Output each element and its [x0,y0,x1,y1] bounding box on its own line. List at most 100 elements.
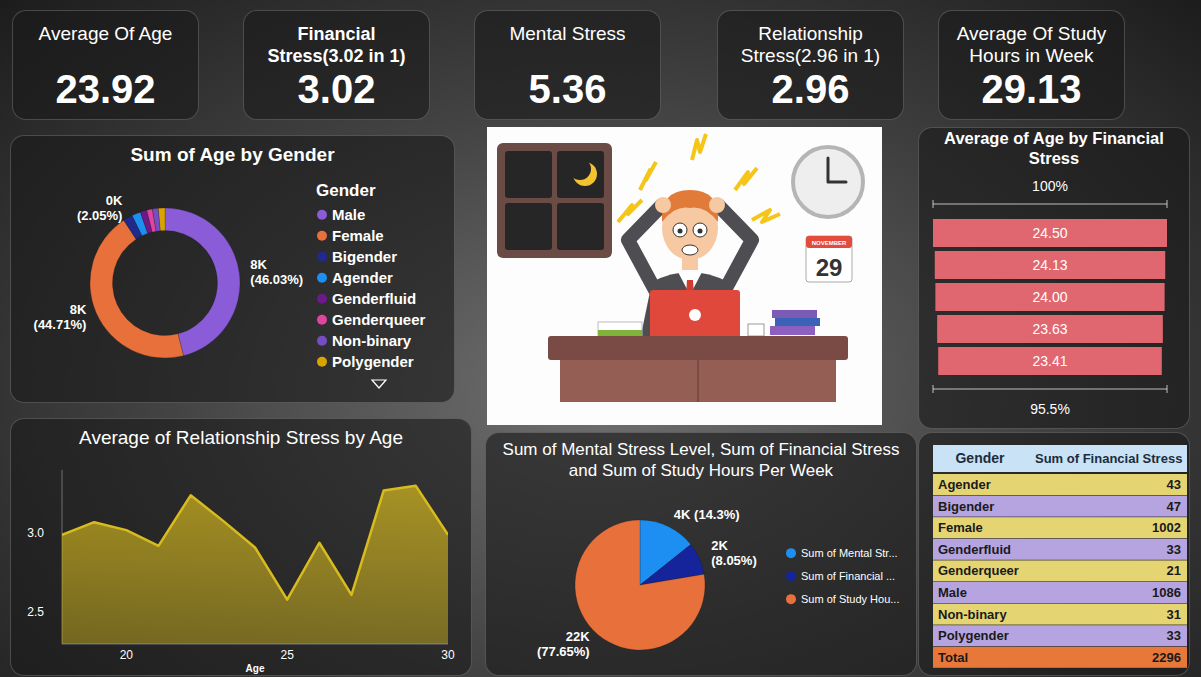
funnel-bar [937,315,1163,343]
stress-bolt [735,168,757,190]
legend-swatch [317,210,327,220]
legend-swatch [317,231,327,241]
label-line: (8.05%) [711,553,757,568]
plot-area [62,486,448,644]
kpi-value: 2.96 [772,67,850,111]
pupil [678,229,683,234]
table-cell: 2296 [1152,650,1181,665]
area-line [62,486,448,600]
desk-split [697,360,699,402]
legend-swatch [317,294,327,304]
legend-label: Polygender [332,353,414,370]
book [775,318,820,326]
label-line: (2.05%) [77,208,123,223]
stress-bolt [692,134,706,160]
moon-shadow [569,158,591,180]
stress-bolt [640,162,656,190]
legend-label: Sum of Financial ... [801,570,895,582]
data-label: 24.13 [1032,257,1067,273]
hand [655,197,671,213]
table-cell: Polygender [938,628,1009,643]
table-row [933,604,1187,625]
legend-swatch [317,315,327,325]
chart-title: Average of Relationship Stress by Age [10,426,472,450]
column-header: Sum of Financial Stress [1035,451,1182,466]
table-cell: Total [938,650,968,665]
funnel-bar [933,219,1167,247]
chart-title: Sum of Age by Gender [10,143,455,167]
papers [598,322,642,336]
legend-label: Sum of Study Hou... [801,593,899,605]
tick-label: 2.5 [27,605,44,619]
funnel-bar [935,283,1164,311]
legend-label: Female [332,227,384,244]
calendar-top [806,236,852,248]
funnel-guide [933,200,1167,393]
kpi-value: 3.02 [298,67,376,111]
label-line: 8K [250,257,267,272]
kpi-card: Financial Stress(3.02 in 1)3.02 [243,10,430,120]
table-cell: 43 [1167,477,1181,492]
legend-label: Genderqueer [332,311,426,328]
table-cell: 1086 [1152,585,1181,600]
data-label: 4K (14.3%) [674,507,740,522]
tick-label: 3.0 [27,526,44,540]
legend-label: Male [332,206,365,223]
table-row [933,496,1187,517]
label-line: (77.65%) [537,644,590,659]
table-row [933,560,1187,581]
window-pane [505,203,552,250]
label-line: (46.03%) [250,272,303,287]
label-line: 8K [70,302,87,317]
funnel-bar [938,347,1162,375]
table-cell: Agender [938,477,991,492]
axis-label: Age [246,663,265,674]
kpi-title: Financial Stress(3.02 in 1) [252,23,421,67]
data-label: 8K(44.71%) [34,302,87,332]
legend-swatch [317,336,327,346]
data-label: 24.50 [1032,225,1067,241]
table-cell: Genderfluid [938,542,1011,557]
data-label: 23.41 [1032,353,1067,369]
table-cell: Female [938,520,983,535]
table-cell: 1002 [1152,520,1181,535]
mouth [682,245,698,255]
stress-bolt [752,210,780,222]
eye [673,223,687,237]
table-cell: 47 [1167,499,1181,514]
legend-swatch [786,548,796,558]
table-total-row [933,647,1187,668]
kpi-card: Mental Stress5.36 [474,10,661,120]
kpi-card: Relationship Stress(2.96 in 1)2.96 [717,10,904,120]
table-cell: Non-binary [938,607,1007,622]
window-pane [557,151,604,198]
data-label: 2K(8.05%) [711,538,757,568]
calendar [806,236,852,282]
scroll-arrow [372,380,386,388]
book [772,310,817,318]
illustration-bg [487,127,882,425]
charts: 8K(46.03%)8K(44.71%)0K(2.05%)GenderMaleF… [0,0,1201,677]
table-row [933,582,1187,603]
legend-swatch [317,273,327,283]
kpi-card: Average Of Age23.92 [12,10,199,120]
data-label: 23.63 [1032,321,1067,337]
label-line: 0K [106,193,123,208]
table-cell: Male [938,585,967,600]
calendar-day: 29 [816,254,843,281]
slices [575,520,705,650]
area-fill [62,486,448,644]
data-label: 22K(77.65%) [537,629,590,659]
table-cell: Bigender [938,499,994,514]
column-header: Gender [955,450,1005,466]
data-label: 24.00 [1032,289,1067,305]
legend-label: Non-binary [332,332,412,349]
table-cell: 21 [1167,563,1181,578]
clock [793,147,863,217]
window [497,143,612,258]
table-row [933,539,1187,560]
tick-label: 20 [120,648,134,662]
chart-title: Sum of Mental Stress Level, Sum of Finan… [490,439,912,481]
table-row [933,625,1187,646]
chart-title: Average of Age by Financial Stress [918,128,1190,168]
